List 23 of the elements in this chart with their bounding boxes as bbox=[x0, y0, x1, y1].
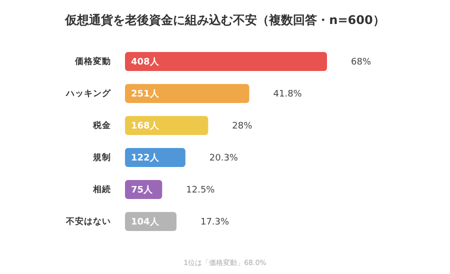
data-label: 104人 bbox=[131, 216, 160, 228]
data-label: 122人 bbox=[131, 152, 160, 164]
y-tick-label: 規制 bbox=[92, 152, 111, 164]
y-tick-label: 税金 bbox=[92, 120, 112, 132]
annotation: 17.3% bbox=[200, 218, 230, 228]
y-tick-label: ハッキング bbox=[65, 88, 112, 100]
annotation: 20.3% bbox=[209, 154, 238, 164]
bar bbox=[125, 84, 250, 103]
data-label: 168人 bbox=[131, 120, 160, 132]
bar bbox=[125, 52, 327, 71]
data-label: 251人 bbox=[131, 88, 160, 100]
annotation: 28% bbox=[232, 122, 253, 132]
annotation: 41.8% bbox=[273, 90, 302, 100]
y-tick-label: 価格変動 bbox=[74, 56, 111, 68]
data-label: 408人 bbox=[131, 56, 160, 68]
annotation: 68% bbox=[351, 58, 372, 68]
annotation: 12.5% bbox=[186, 186, 216, 196]
y-tick-label: 不安はない bbox=[65, 216, 111, 228]
bar bbox=[125, 148, 186, 167]
chart-title: 仮想通貨を老後資金に組み込む不安（複数回答・n=600） bbox=[64, 12, 386, 29]
y-tick-label: 相続 bbox=[92, 184, 111, 196]
bar bbox=[125, 116, 208, 135]
data-label: 75人 bbox=[131, 184, 154, 196]
